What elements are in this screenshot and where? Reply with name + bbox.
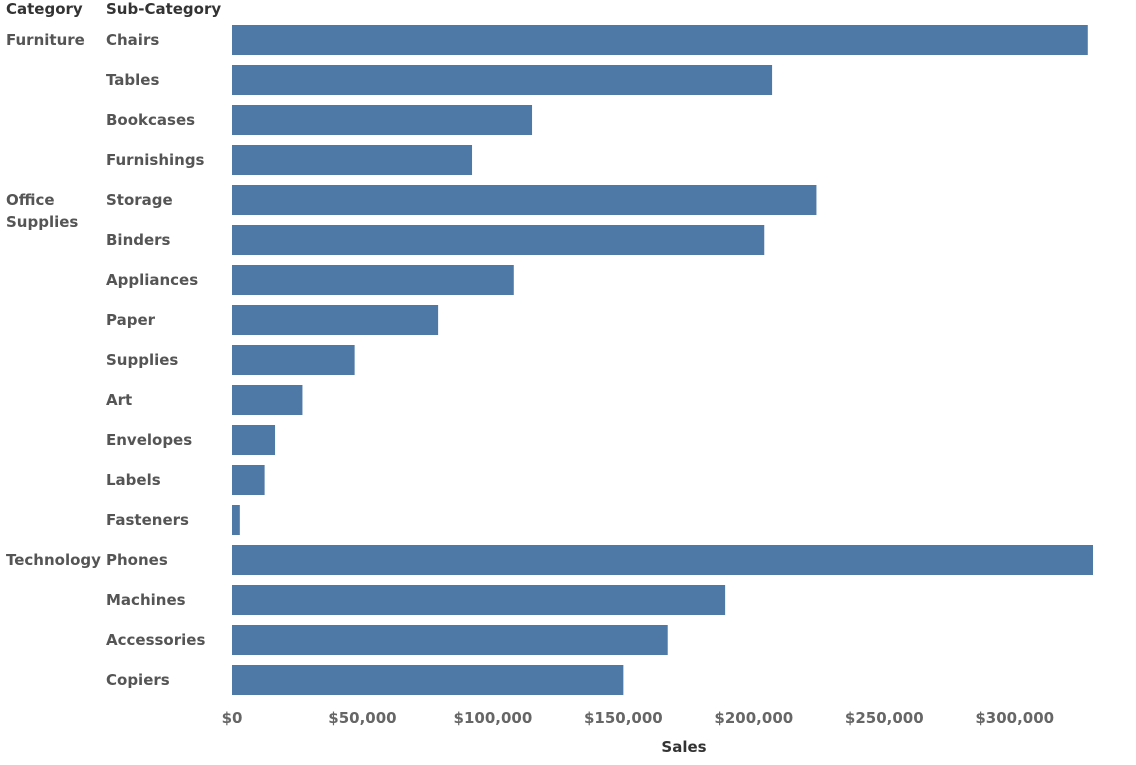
subcategory-label: Appliances xyxy=(106,271,199,289)
x-tick-label: $250,000 xyxy=(844,709,924,727)
category-label: Technology xyxy=(6,551,101,569)
x-tick-label: $0 xyxy=(221,709,243,727)
subcategory-label: Paper xyxy=(106,311,156,329)
bar-envelopes xyxy=(232,425,276,455)
bar-appliances xyxy=(232,265,514,295)
bar-paper xyxy=(232,305,439,335)
subcategory-label: Machines xyxy=(106,591,186,609)
x-axis-title: Sales xyxy=(661,738,707,756)
bar-phones xyxy=(232,545,1093,575)
category-label: Office Supplies xyxy=(6,191,79,231)
bar-chairs xyxy=(232,25,1088,55)
subcategory-label: Furnishings xyxy=(106,151,205,169)
subcategory-label: Labels xyxy=(106,471,161,489)
bar-storage xyxy=(232,185,817,215)
subcategory-label: Phones xyxy=(106,551,168,569)
subcategory-label: Accessories xyxy=(106,631,206,649)
subcategory-label: Copiers xyxy=(106,671,170,689)
subcategory-label: Bookcases xyxy=(106,111,196,129)
bar-furnishings xyxy=(232,145,473,175)
subcategory-label: Envelopes xyxy=(106,431,193,449)
category-label: Furniture xyxy=(6,31,85,49)
bar-fasteners xyxy=(232,505,240,535)
x-tick-label: $100,000 xyxy=(453,709,533,727)
category-header: Category xyxy=(6,0,83,18)
subcategory-label: Storage xyxy=(106,191,173,209)
x-tick-label: $200,000 xyxy=(714,709,794,727)
x-tick-label: $50,000 xyxy=(328,709,397,727)
subcategory-label: Binders xyxy=(106,231,171,249)
bar-labels xyxy=(232,465,265,495)
bar-binders xyxy=(232,225,765,255)
subcategory-label: Fasteners xyxy=(106,511,189,529)
bar-copiers xyxy=(232,665,624,695)
subcategory-label: Tables xyxy=(106,71,160,89)
bar-tables xyxy=(232,65,773,95)
subcategory-label: Art xyxy=(106,391,133,409)
bar-supplies xyxy=(232,345,355,375)
subcategory-label: Supplies xyxy=(106,351,179,369)
bar-machines xyxy=(232,585,726,615)
bar-art xyxy=(232,385,303,415)
x-tick-label: $300,000 xyxy=(975,709,1055,727)
bar-bookcases xyxy=(232,105,533,135)
x-tick-label: $150,000 xyxy=(583,709,663,727)
subcategory-header: Sub-Category xyxy=(106,0,222,18)
subcategory-label: Chairs xyxy=(106,31,160,49)
bar-accessories xyxy=(232,625,668,655)
